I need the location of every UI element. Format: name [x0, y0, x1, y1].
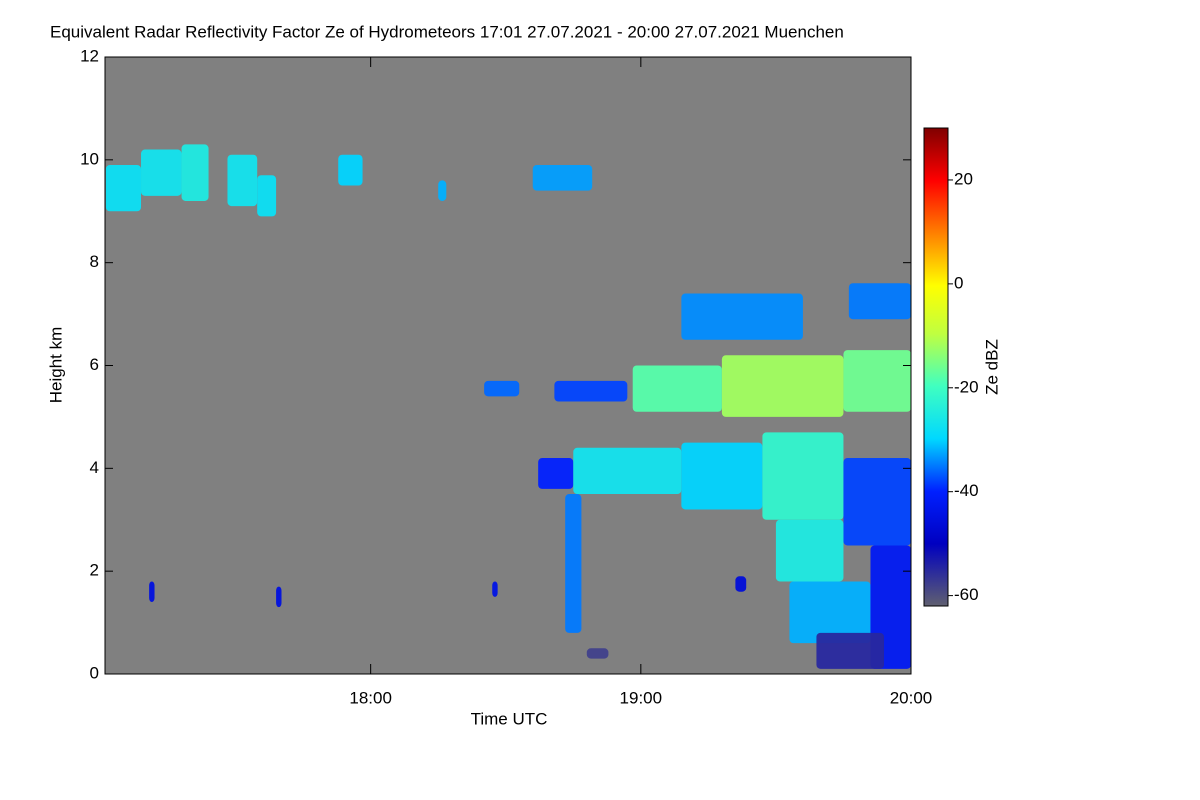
echo-cell [565, 494, 582, 633]
y-tick-label: 0 [90, 663, 99, 682]
x-tick-label: 20:00 [890, 688, 933, 707]
y-tick-label: 6 [90, 355, 99, 374]
echo-cell [438, 180, 447, 201]
colorbar-tick-label: -40 [954, 481, 979, 500]
colorbar [923, 127, 949, 607]
echo-cell [843, 458, 911, 546]
echo-cell [573, 447, 682, 495]
echo-cell [484, 380, 520, 397]
y-tick-label: 2 [90, 561, 99, 580]
echo-cell [257, 175, 277, 217]
echo-cell [632, 365, 722, 412]
chart-title: Equivalent Radar Reflectivity Factor Ze … [50, 22, 844, 41]
echo-cell [775, 519, 844, 582]
x-tick-label: 19:00 [620, 688, 663, 707]
echo-cell [816, 632, 884, 669]
echo-cell [276, 586, 282, 608]
echo-cell [681, 293, 803, 340]
echo-cell [586, 648, 609, 659]
echo-cell [789, 581, 871, 644]
echo-cell [538, 458, 574, 489]
y-axis-label: Height km [46, 327, 65, 404]
y-tick-label: 12 [80, 46, 99, 65]
echo-cell [681, 442, 763, 510]
echo-cell [843, 350, 911, 412]
colorbar-tick-label: 0 [954, 273, 963, 292]
echo-cell [721, 355, 844, 417]
y-tick-label: 10 [80, 149, 99, 168]
colorbar-tick-label: -60 [954, 585, 979, 604]
y-tick-label: 8 [90, 252, 99, 271]
colorbar-tick-label: 20 [954, 169, 973, 188]
colorbar-tick-label: -20 [954, 377, 979, 396]
y-tick-label: 4 [90, 458, 99, 477]
echo-cell [338, 154, 363, 186]
colorbar-label: Ze dBZ [982, 339, 1001, 395]
echo-cell [149, 581, 155, 603]
echo-cell [735, 576, 747, 592]
echo-cell [848, 283, 911, 320]
x-tick-label: 18:00 [349, 688, 392, 707]
echo-cell [181, 144, 209, 201]
echo-layer [105, 144, 911, 669]
echo-cell [492, 581, 498, 597]
echo-cell [141, 149, 182, 196]
echo-cell [532, 164, 593, 191]
echo-cell [762, 432, 844, 520]
echo-cell [105, 164, 142, 212]
echo-cell [554, 380, 628, 402]
echo-cell [227, 154, 258, 207]
x-axis-label: Time UTC [471, 709, 548, 728]
